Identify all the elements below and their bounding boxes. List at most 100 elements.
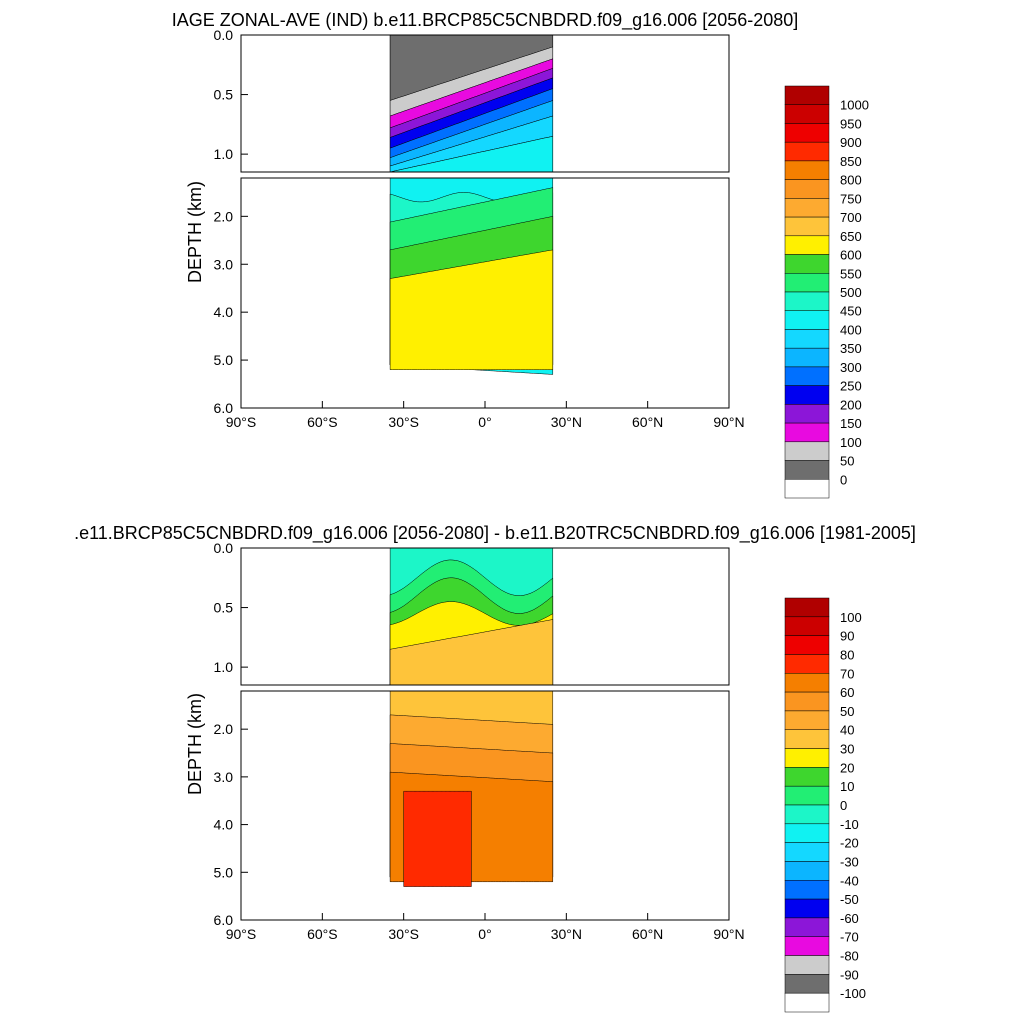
colorbar-label: 50 [840,704,854,719]
colorbar-swatch [784,955,830,975]
y-tick-label: 0.5 [214,600,234,616]
x-tick-label: 30°N [551,414,582,430]
y-tick-label: 0.0 [214,27,234,43]
colorbar-label: 850 [840,154,862,169]
colorbar-label: -60 [840,911,859,926]
colorbar-swatch [784,992,830,1013]
x-tick-label: 90°S [226,926,257,942]
colorbar-swatch [784,597,830,618]
colorbar-label: 90 [840,629,854,644]
colorbar-label: -40 [840,873,859,888]
colorbar-swatch [784,898,830,919]
panel-2-title: .e11.BRCP85C5CNBDRD.f09_g16.006 [2056-20… [74,523,916,544]
colorbar-label: 550 [840,266,862,281]
colorbar-label: 400 [840,322,862,337]
y-tick-label: 1.0 [214,146,234,162]
colorbar-swatch [784,385,830,405]
y-tick-label: 2.0 [214,721,234,737]
colorbar-label: -30 [840,854,859,869]
colorbar-swatch [784,123,830,143]
x-tick-label: 0° [478,926,491,942]
contour-band [389,249,554,370]
y-tick-label: 0.5 [214,87,234,103]
x-tick-label: 90°S [226,414,257,430]
colorbar-label: 700 [840,210,862,225]
panel-2-y-axis-label: DEPTH (km) [185,693,205,795]
colorbar-swatch [784,347,830,368]
colorbar-label: 650 [840,229,862,244]
contour-band [389,619,554,685]
panel-1-title: IAGE ZONAL-AVE (IND) b.e11.BRCP85C5CNBDR… [172,10,799,31]
colorbar-swatch [784,291,830,311]
colorbar-label: 500 [840,285,862,300]
colorbar-swatch [784,104,830,124]
colorbar-label: 100 [840,610,862,625]
panel-1: IAGE ZONAL-AVE (IND) b.e11.BRCP85C5CNBDR… [172,10,869,499]
panel-2-colorbar: 1009080706050403020100-10-20-30-40-50-60… [784,597,866,1013]
colorbar-label: -20 [840,836,859,851]
colorbar-label: -70 [840,930,859,945]
panel-1-lower-field [389,178,554,375]
colorbar-swatch [784,861,830,881]
colorbar-swatch [784,160,830,180]
panel-2-upper-frame [240,547,730,686]
colorbar-label: 800 [840,173,862,188]
y-tick-label: 1.0 [214,659,234,675]
colorbar-swatch [784,654,830,674]
colorbar-swatch [784,479,830,499]
colorbar-swatch [784,936,830,956]
colorbar-label: 250 [840,379,862,394]
x-tick-label: 30°S [388,414,419,430]
panel-1-upper-frame [240,34,730,173]
panel-2-y-ticks-lower: 2.0 3.0 4.0 5.0 6.0 [214,721,234,928]
colorbar-label: 350 [840,341,862,356]
colorbar-label: 60 [840,685,854,700]
colorbar-swatch [784,85,830,105]
x-tick-label: 90°N [713,414,744,430]
colorbar-label: 450 [840,304,862,319]
colorbar-swatch [784,422,830,443]
x-tick-label: 60°S [307,926,338,942]
colorbar-swatch [784,616,830,636]
colorbar-swatch [784,767,830,787]
panel-1-y-ticks-lower: 2.0 3.0 4.0 5.0 6.0 [214,208,234,416]
colorbar-swatch [784,179,830,199]
panel-2-lower-field [389,691,554,887]
colorbar-swatch [784,729,830,749]
panel-1-upper-field [389,35,554,172]
colorbar-label: -50 [840,892,859,907]
colorbar-label: 20 [840,760,854,775]
x-tick-label: 90°N [713,926,744,942]
x-tick-label: 30°N [551,926,582,942]
colorbar-label: 950 [840,116,862,131]
contour-band [390,135,554,172]
colorbar-swatch [784,441,830,461]
colorbar-swatch [784,673,830,693]
colorbar-label: 300 [840,360,862,375]
y-tick-label: 5.0 [214,864,234,880]
colorbar-label: 10 [840,779,854,794]
colorbar-label: 150 [840,416,862,431]
colorbar-swatch [784,216,830,237]
colorbar-label: 100 [840,435,862,450]
colorbar-label: 50 [840,454,854,469]
y-tick-label: 5.0 [214,352,234,368]
x-tick-label: 60°S [307,414,338,430]
colorbar-label: 80 [840,647,854,662]
colorbar-swatch [784,329,830,349]
colorbar-label: 40 [840,723,854,738]
panel-2: .e11.BRCP85C5CNBDRD.f09_g16.006 [2056-20… [74,523,916,1013]
panel-1-x-ticks: 90°S 60°S 30°S 0° 30°N 60°N 90°N [226,414,745,430]
panel-2-y-ticks-upper: 0.0 0.5 1.0 [214,540,234,675]
colorbar-label: 30 [840,742,854,757]
colorbar-swatch [784,366,830,386]
colorbar-swatch [784,404,830,424]
colorbar-swatch [784,974,830,994]
colorbar-swatch [784,635,830,655]
colorbar-swatch [784,748,830,768]
colorbar-label: 0 [840,798,847,813]
colorbar-swatch [784,460,830,480]
colorbar-swatch [784,310,830,330]
colorbar-swatch [784,842,830,862]
